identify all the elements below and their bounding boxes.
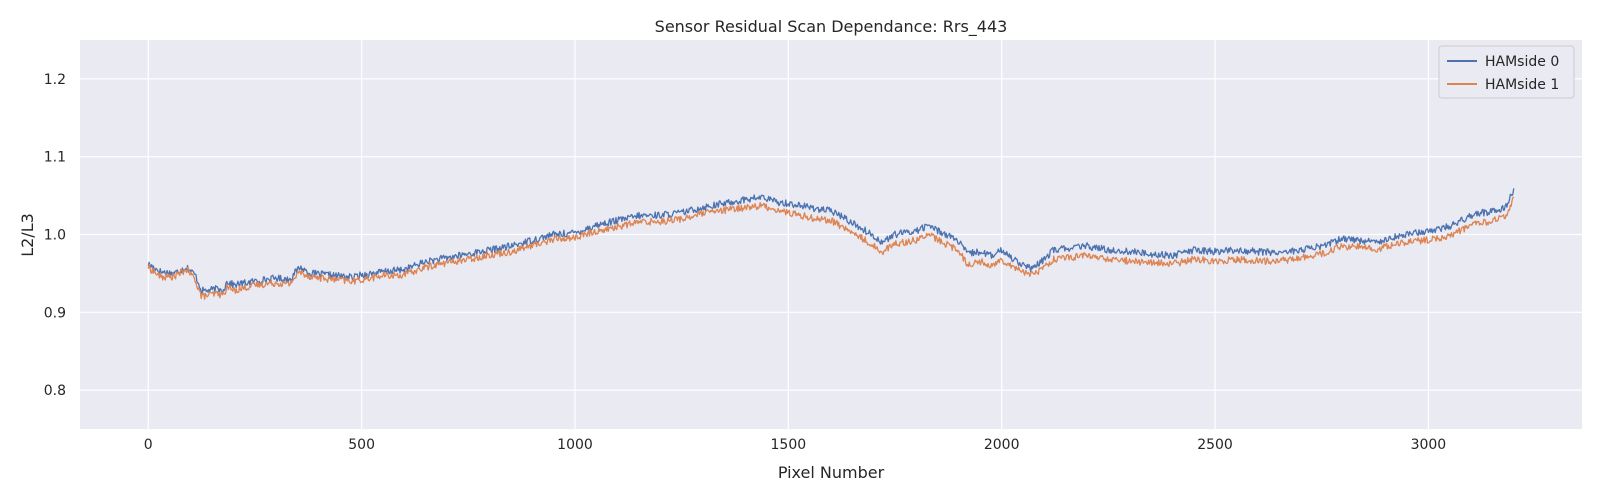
- legend-label-hamside-0: HAMside 0: [1485, 54, 1559, 70]
- x-tick-label: 3000: [1411, 437, 1447, 453]
- series-layer: [147, 188, 1515, 300]
- x-tick-label: 0: [144, 437, 153, 453]
- x-tick-label: 2000: [984, 437, 1020, 453]
- y-tick-labels: 0.8 0.9 1.0 1.1 1.2: [44, 72, 66, 399]
- y-axis-title: L2/L3: [18, 213, 37, 257]
- y-tick-label: 1.0: [44, 228, 66, 244]
- grid: [80, 40, 1582, 429]
- y-tick-label: 1.2: [44, 72, 66, 88]
- x-tick-label: 2500: [1197, 437, 1233, 453]
- chart-title: Sensor Residual Scan Dependance: Rrs_443: [655, 17, 1008, 37]
- series-line-hamside-1: [147, 196, 1515, 300]
- x-tick-labels: 0 500 1000 1500 2000 2500 3000: [144, 437, 1446, 453]
- y-tick-label: 0.8: [44, 383, 66, 399]
- x-tick-label: 1000: [557, 437, 593, 453]
- y-tick-label: 0.9: [44, 305, 66, 321]
- y-tick-label: 1.1: [44, 150, 66, 166]
- legend: HAMside 0 HAMside 1: [1438, 45, 1575, 99]
- x-tick-label: 1500: [771, 437, 807, 453]
- x-axis-title: Pixel Number: [778, 463, 885, 482]
- x-tick-label: 500: [348, 437, 375, 453]
- legend-label-hamside-1: HAMside 1: [1485, 77, 1559, 93]
